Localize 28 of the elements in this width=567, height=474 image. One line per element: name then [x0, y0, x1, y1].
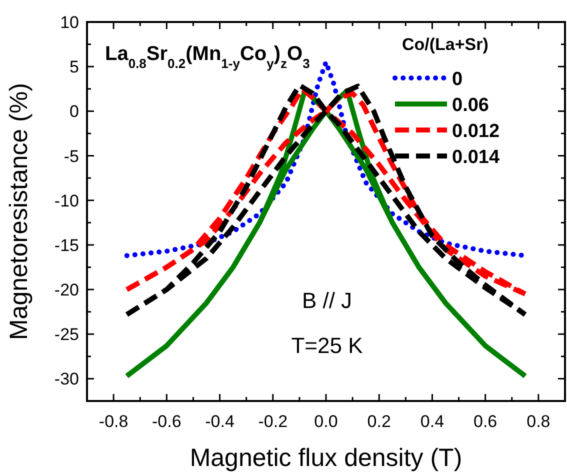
- x-tick-label: 0.4: [420, 412, 444, 431]
- x-axis-title: Magnetic flux density (T): [190, 444, 462, 472]
- y-tick-label: 5: [70, 58, 79, 77]
- annotation: T=25 K: [291, 333, 364, 358]
- x-tick-label: -0.6: [152, 412, 182, 431]
- y-tick-label: -25: [54, 325, 79, 344]
- y-axis-title: Magnetoresistance (%): [5, 82, 33, 340]
- legend-label: 0.012: [452, 121, 500, 142]
- y-tick-label: -30: [54, 370, 79, 389]
- y-tick-label: -5: [64, 146, 79, 166]
- annotation: B // J: [302, 288, 352, 313]
- x-tick-label: -0.8: [98, 412, 128, 431]
- legend-label: 0.014: [452, 147, 500, 168]
- y-tick-label: -15: [54, 236, 79, 255]
- x-tick-label: -0.4: [205, 412, 234, 431]
- y-tick-label: -10: [54, 191, 79, 210]
- legend-label: 0: [452, 69, 463, 90]
- legend-title: Co/(La+Sr): [402, 35, 488, 54]
- x-tick-label: -0.2: [258, 412, 288, 431]
- y-tick-label: -20: [54, 280, 79, 300]
- y-tick-label: 10: [60, 13, 79, 32]
- x-tick-label: 0.6: [474, 412, 498, 431]
- legend-label: 0.06: [452, 95, 489, 116]
- text: La$_{0.8}$Sr$_{0.2}$(Mn$_{1-y}$Co$_{y}$)$_{z}$O$_{3}$: [105, 43, 310, 70]
- y-tick-label: 0: [70, 102, 79, 122]
- x-tick-label: 0.2: [367, 412, 391, 431]
- x-tick-label: 0.0: [314, 412, 338, 431]
- x-tick-label: 0.8: [526, 412, 550, 431]
